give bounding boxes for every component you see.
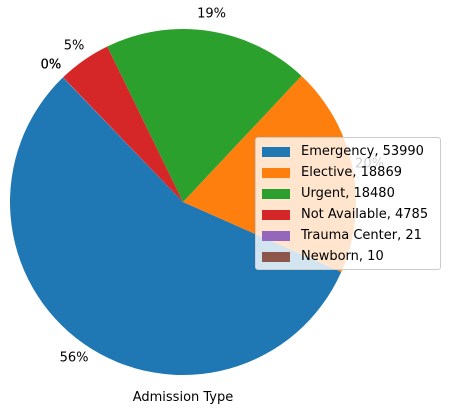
pie-slice-not-available: [63, 46, 184, 202]
x-axis-label: Admission Type: [132, 390, 234, 405]
pie-label-not-available: 5%: [64, 38, 85, 53]
pie-slice-trauma-center: [62, 77, 184, 202]
legend-swatch: [262, 146, 290, 157]
pie-slice-emergency: [9, 77, 342, 376]
pie-slice-urgent: [107, 29, 302, 203]
pie-label-urgent: 19%: [197, 6, 226, 21]
legend-item-emergency: Emergency, 53990: [256, 141, 440, 162]
legend-label: Not Available, 4785: [301, 207, 429, 222]
legend-label: Urgent, 18480: [301, 186, 395, 201]
legend-swatch: [262, 251, 290, 262]
legend-label: Emergency, 53990: [301, 144, 424, 159]
legend-swatch: [262, 167, 290, 178]
legend-swatch: [262, 209, 290, 220]
legend-item-urgent: Urgent, 18480: [256, 183, 440, 204]
legend-items: Emergency, 53990 Elective, 18869 Urgent, 1…: [256, 141, 440, 267]
legend-item-trauma-center: Trauma Center, 21: [256, 225, 440, 246]
legend-item-not-available: Not Available, 4785: [256, 204, 440, 225]
legend-label: Trauma Center, 21: [301, 228, 422, 243]
legend: Emergency, 53990 Elective, 18869 Urgent, 1…: [255, 137, 441, 270]
pie-label-newborn: 0%: [41, 58, 62, 73]
legend-item-elective: Elective, 18869: [256, 162, 440, 183]
legend-label: Newborn, 10: [301, 249, 384, 264]
legend-label: Elective, 18869: [301, 165, 402, 180]
pie-label-trauma-center: 0%: [41, 57, 62, 72]
legend-swatch: [262, 188, 290, 199]
pie-label-emergency: 56%: [60, 351, 89, 366]
legend-swatch: [262, 230, 290, 241]
legend-item-newborn: Newborn, 10: [256, 246, 440, 267]
pie-slice-newborn: [62, 77, 184, 202]
